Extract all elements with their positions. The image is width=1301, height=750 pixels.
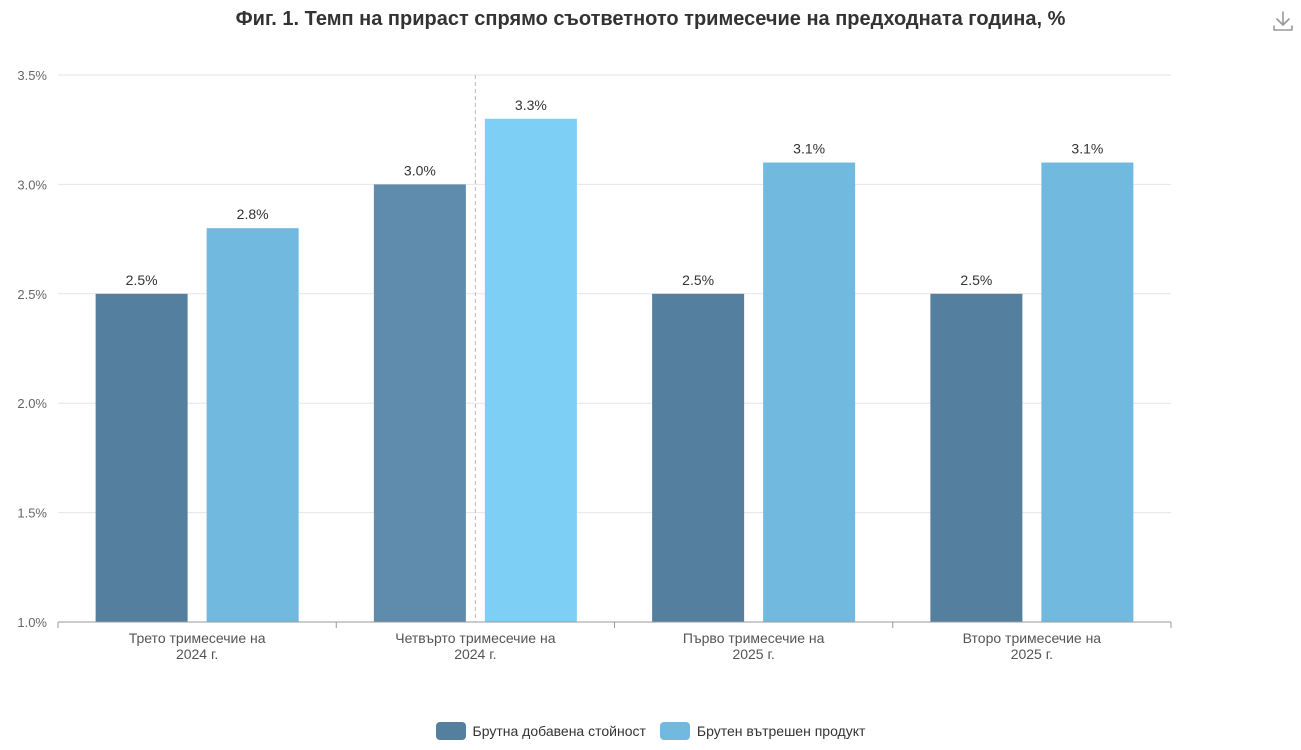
y-tick-label: 1.5%	[17, 506, 47, 521]
x-tick-label: 2024 г.	[454, 646, 496, 662]
data-label: 2.5%	[126, 272, 158, 288]
x-tick-label: 2025 г.	[732, 646, 774, 662]
legend-swatch	[435, 722, 466, 740]
bar	[484, 118, 577, 622]
x-tick-label: Четвърто тримесечие на	[395, 630, 555, 646]
y-tick-label: 3.0%	[17, 177, 47, 192]
x-tick-label: Второ тримесечие на	[963, 630, 1102, 646]
data-label: 3.0%	[404, 162, 436, 178]
legend: Брутна добавена стойност Брутен вътрешен…	[0, 722, 1301, 740]
x-tick-label: Първо тримесечие на	[683, 630, 825, 646]
data-label: 2.5%	[682, 272, 714, 288]
y-tick-label: 2.0%	[17, 396, 47, 411]
bar	[763, 162, 856, 622]
bar	[930, 293, 1023, 622]
x-tick-label: Трето тримесечие на	[129, 630, 266, 646]
download-icon	[1273, 11, 1293, 31]
legend-swatch	[659, 722, 690, 740]
chart-title: Фиг. 1. Темп на прираст спрямо съответно…	[235, 8, 1066, 30]
bar	[1041, 162, 1134, 622]
x-tick-label: 2024 г.	[176, 646, 218, 662]
bar	[206, 228, 299, 622]
legend-item-gdp[interactable]: Брутен вътрешен продукт	[659, 722, 866, 740]
legend-label: Брутен вътрешен продукт	[696, 723, 866, 739]
bar	[95, 293, 188, 622]
y-tick-label: 2.5%	[17, 287, 47, 302]
data-label: 3.1%	[1071, 141, 1103, 157]
legend-label: Брутна добавена стойност	[472, 723, 646, 739]
data-label: 2.8%	[237, 206, 269, 222]
x-tick-label: 2025 г.	[1011, 646, 1053, 662]
y-tick-label: 1.0%	[17, 615, 47, 630]
data-label: 3.3%	[515, 97, 547, 113]
bar	[373, 184, 466, 622]
legend-item-gva[interactable]: Брутна добавена стойност	[435, 722, 646, 740]
bar	[652, 293, 745, 622]
data-label: 3.1%	[793, 141, 825, 157]
download-button[interactable]	[1270, 8, 1296, 34]
data-label: 2.5%	[960, 272, 992, 288]
y-tick-label: 3.5%	[17, 68, 47, 83]
